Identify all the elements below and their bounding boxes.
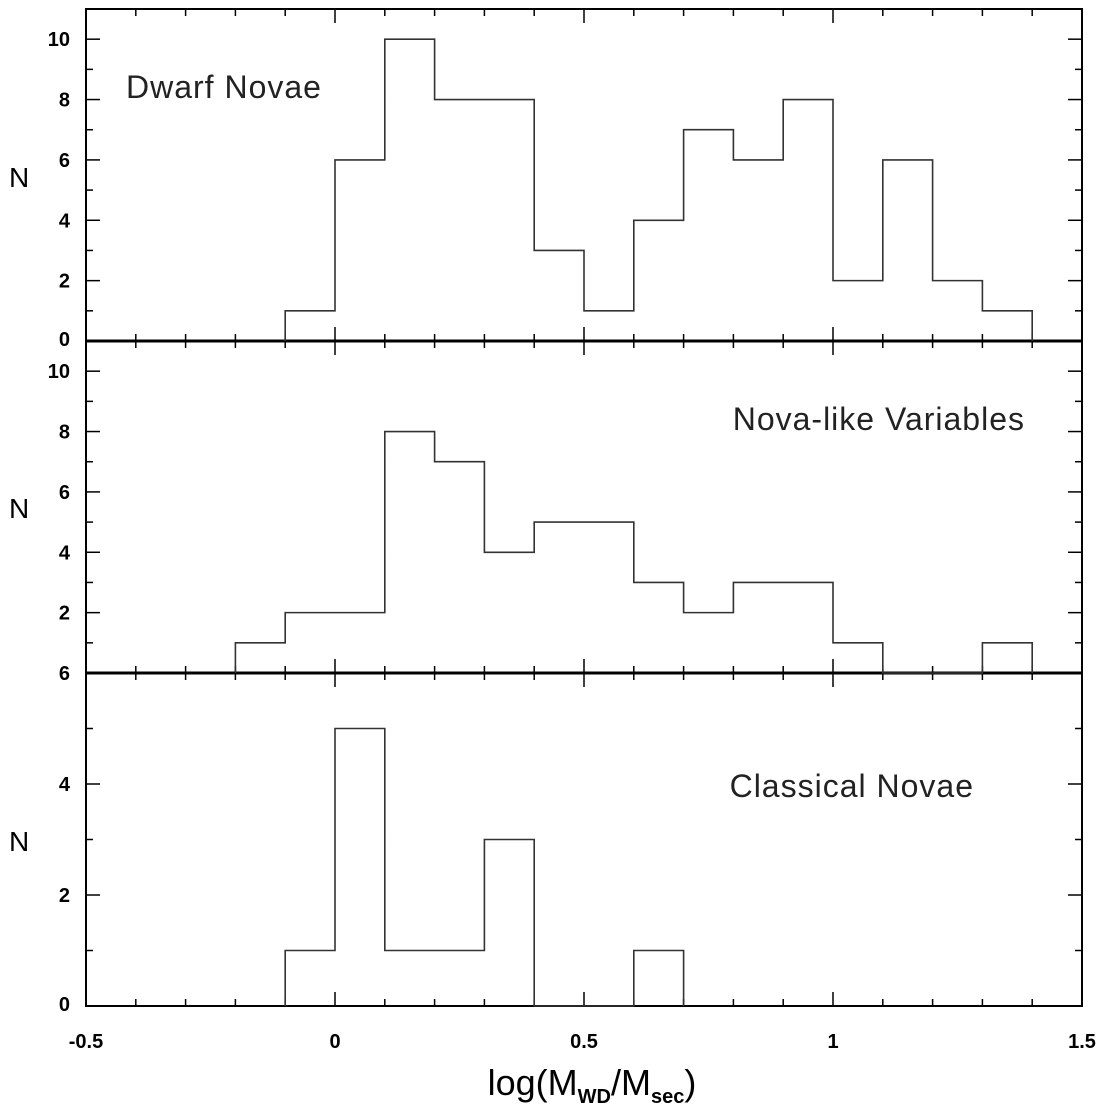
panel-2-y-tick-label: 10 <box>48 361 70 383</box>
label-layer: Dwarf Novae Nova-like Variables Classica… <box>9 69 1025 1108</box>
panel-2-y-tick-label: 6 <box>59 482 70 504</box>
panel-1-bar <box>584 311 634 341</box>
panel-1-bar <box>534 250 584 341</box>
panel-2-bar <box>733 582 783 673</box>
panel-2-y-axis-label: N <box>9 493 29 524</box>
data-layer <box>234 38 1033 1007</box>
panel-2-bar <box>235 643 285 673</box>
panel-2-bar <box>982 643 1032 673</box>
panel-2-bar <box>634 582 684 673</box>
panel-3-y-tick-label: 4 <box>59 774 71 796</box>
panel-3-bar <box>634 951 684 1007</box>
x-tick-label: 0.5 <box>570 1031 598 1053</box>
panel-3-histogram-outline <box>284 727 685 1007</box>
panel-3-bar <box>385 951 435 1007</box>
panel-2-bar <box>335 613 385 673</box>
panel-1-bar <box>285 311 335 341</box>
panel-2-bar <box>584 522 634 673</box>
panel-3-bar <box>285 951 335 1007</box>
panel-1-bar <box>883 160 933 341</box>
panel-2-bar <box>833 643 883 673</box>
panel-1-y-tick-label: 10 <box>48 29 70 51</box>
panel-1-bar <box>684 130 734 341</box>
panel-1-bar <box>435 100 485 341</box>
panel-2-label: Nova-like Variables <box>733 401 1025 437</box>
panel-2-bar <box>285 613 335 673</box>
x-axis-label: log(MWD/Msec) <box>488 1062 697 1108</box>
panel-3-frame <box>85 672 1083 1007</box>
panel-3-bar <box>435 951 485 1007</box>
panel-2-bar <box>684 613 734 673</box>
panel-3-y-tick-label: 6 <box>59 663 70 685</box>
panel-2-y-tick-label: 4 <box>59 542 71 564</box>
panel-1-label: Dwarf Novae <box>126 69 322 105</box>
panel-3-bar <box>335 729 385 1007</box>
panel-2-bar <box>435 462 485 673</box>
x-tick-label: 1 <box>827 1031 838 1053</box>
panel-1-bar <box>783 100 833 341</box>
panel-3-label: Classical Novae <box>730 768 974 804</box>
panel-3-y-axis-label: N <box>9 826 29 857</box>
panel-1-bar <box>484 100 534 341</box>
panel-2-bar <box>783 582 833 673</box>
panel-1-bar <box>933 281 983 341</box>
axes-layer: 0 2 4 6 8 10 2 4 6 8 10 0 2 4 6 -0.5 0 0.5 1 1.5 <box>48 8 1096 1053</box>
panel-1-y-tick-label: 4 <box>59 210 71 232</box>
panel-1-y-axis-label: N <box>9 162 29 193</box>
panel-1-bar <box>733 160 783 341</box>
panel-1-bar <box>634 220 684 341</box>
panel-3-bar <box>484 840 534 1007</box>
x-tick-label: 0 <box>329 1031 340 1053</box>
panel-2-bar <box>385 432 435 673</box>
x-tick-label: 1.5 <box>1068 1031 1096 1053</box>
panel-3-y-tick-label: 2 <box>59 885 70 907</box>
panel-1-y-tick-label: 6 <box>59 150 70 172</box>
panel-1-y-tick-label: 2 <box>59 271 70 293</box>
panel-1-y-tick-label: 0 <box>59 329 70 351</box>
panel-1-bar <box>385 39 435 341</box>
panel-2-bar <box>484 552 534 673</box>
panel-3-y-tick-label: 0 <box>59 994 70 1016</box>
panel-2-y-tick-label: 2 <box>59 603 70 625</box>
panel-2-histogram-outline <box>234 430 1033 674</box>
panel-1-histogram-outline <box>284 38 1033 341</box>
panel-2-bar <box>534 522 584 673</box>
panel-1-bar <box>833 281 883 341</box>
panel-2-frame <box>85 340 1083 674</box>
x-tick-label: -0.5 <box>69 1031 103 1053</box>
panel-1-y-tick-label: 8 <box>59 90 70 112</box>
panel-2-y-tick-label: 8 <box>59 422 70 444</box>
panel-1-bar <box>982 311 1032 341</box>
panel-1-bar <box>335 160 385 341</box>
